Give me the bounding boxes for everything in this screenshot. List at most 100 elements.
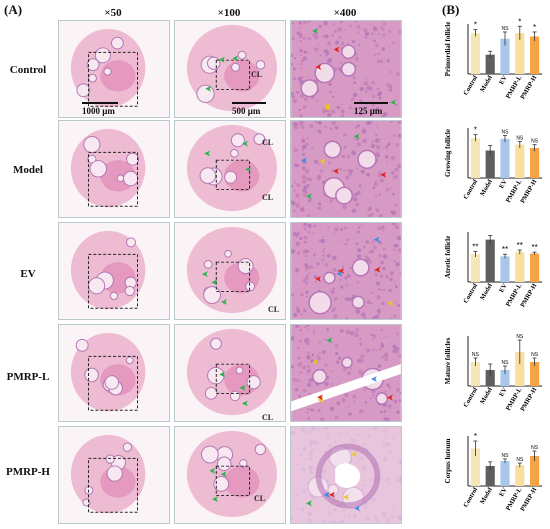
significance-label: * xyxy=(474,126,477,135)
category-tick-label: EV xyxy=(498,282,509,294)
follicle-marker-arrow xyxy=(239,384,246,391)
follicle-marker-arrow xyxy=(212,496,218,503)
follicle-marker-arrow xyxy=(242,140,248,147)
significance-label: NS xyxy=(516,457,524,463)
category-tick-label: Model xyxy=(479,74,494,93)
zoom-region-box xyxy=(215,261,251,293)
follicle-marker-arrow xyxy=(332,168,339,175)
y-axis-label: Corpus luteum xyxy=(444,438,452,483)
significance-label: NS xyxy=(472,352,480,358)
zoom-region-box xyxy=(88,355,138,411)
bar-control xyxy=(470,254,480,282)
histology-image-ev-x400 xyxy=(290,222,402,320)
category-tick-label: Control xyxy=(462,282,479,304)
histology-image-control-x50 xyxy=(58,20,170,118)
histology-image-control-x100 xyxy=(174,20,286,118)
bar-ev xyxy=(500,38,510,74)
significance-label: * xyxy=(474,21,477,30)
magnification-x100-label: ×100 xyxy=(217,7,241,19)
follicle-marker-arrow xyxy=(329,491,335,498)
category-tick-label: Model xyxy=(479,178,494,197)
follicle-marker-arrow xyxy=(353,133,360,140)
category-tick-label: Control xyxy=(462,486,479,508)
bar-model xyxy=(485,466,495,486)
scale-bar xyxy=(354,102,388,104)
category-tick-label: EV xyxy=(498,74,509,86)
y-axis-label: Atretic follicle xyxy=(444,236,452,278)
category-tick-label: Control xyxy=(462,386,479,408)
bar-chart-mature-follicles: Mature follicles NS Control Model NS EV NS PMRP… xyxy=(438,330,546,426)
histology-image-pmrp-l-x100 xyxy=(174,324,286,422)
zoom-region-box xyxy=(215,363,251,395)
follicle-marker-arrow xyxy=(324,105,331,112)
bar-pmrp-h xyxy=(530,148,540,178)
magnification-x400-label: ×400 xyxy=(333,7,357,19)
significance-label: ** xyxy=(531,243,537,252)
scale-bar xyxy=(82,102,118,104)
follicle-marker-arrow xyxy=(387,300,393,307)
y-axis-label: Primordial follicle xyxy=(444,22,452,77)
follicle-marker-arrow xyxy=(390,99,396,106)
panel-b-label: (B) xyxy=(442,2,460,17)
bar-pmrp-h xyxy=(530,253,540,282)
scale-bar-x400-label: 125 μm xyxy=(354,106,383,116)
significance-label: NS xyxy=(502,360,510,366)
significance-label: NS xyxy=(531,139,539,145)
histology-image-control-x400 xyxy=(290,20,402,118)
follicle-marker-arrow xyxy=(312,28,319,34)
bar-chart-primordial-follicle: Primordial follicle * Control Model NS EV * PMR… xyxy=(438,18,546,114)
significance-label: NS xyxy=(502,453,510,459)
significance-label: * xyxy=(474,432,477,441)
bar-control xyxy=(470,448,480,486)
bar-control xyxy=(470,138,480,178)
zoom-region-box xyxy=(88,253,138,309)
follicle-marker-arrow xyxy=(319,158,326,165)
significance-label: ** xyxy=(502,245,508,254)
panel-a-label: (A) xyxy=(4,2,23,17)
row-label-model: Model xyxy=(13,164,43,176)
follicle-marker-arrow xyxy=(374,266,381,273)
bar-control xyxy=(470,362,480,386)
magnification-x50-label: ×50 xyxy=(104,7,122,19)
follicle-marker-arrow xyxy=(305,193,312,200)
histology-image-pmrp-l-x400 xyxy=(290,324,402,422)
follicle-marker-arrow xyxy=(305,500,312,507)
follicle-marker-arrow xyxy=(220,471,227,478)
bar-pmrp-l xyxy=(515,465,525,486)
category-tick-label: Model xyxy=(479,386,494,405)
histology-image-pmrp-l-x50 xyxy=(58,324,170,422)
follicle-marker-arrow xyxy=(354,505,361,512)
y-axis-label: Mature follicles xyxy=(444,337,452,384)
bar-chart-growing-follicle: Growing follicle * Control Model NS EV NS PMRP-… xyxy=(438,122,546,218)
bar-pmrp-h xyxy=(530,36,540,74)
significance-label: * xyxy=(533,23,536,32)
follicle-marker-arrow xyxy=(219,371,226,378)
follicle-marker-arrow xyxy=(205,85,212,92)
zoom-region-box xyxy=(88,151,138,207)
follicle-marker-arrow xyxy=(333,46,340,53)
histology-image-model-x50 xyxy=(58,120,170,218)
histology-image-pmrp-h-x50 xyxy=(58,426,170,524)
bar-pmrp-l xyxy=(515,144,525,178)
y-axis-label: Growing follicle xyxy=(444,129,452,177)
follicle-marker-arrow xyxy=(312,358,319,365)
row-label-ev: EV xyxy=(20,268,36,280)
category-tick-label: Model xyxy=(479,282,494,301)
follicle-marker-arrow xyxy=(232,55,239,62)
scale-bar xyxy=(232,102,266,104)
follicle-marker-arrow xyxy=(241,400,248,407)
follicle-marker-arrow xyxy=(300,157,307,164)
scale-bar-x100-label: 500 μm xyxy=(232,106,261,116)
histology-image-pmrp-h-x100 xyxy=(174,426,286,524)
significance-label: ** xyxy=(472,242,478,251)
bar-pmrp-l xyxy=(515,33,525,74)
follicle-marker-arrow xyxy=(387,394,393,401)
scale-bar-x50-label: 1000 μm xyxy=(82,106,115,116)
significance-label: NS xyxy=(531,445,539,451)
significance-label: NS xyxy=(502,130,510,136)
zoom-region-box xyxy=(88,457,138,513)
follicle-marker-arrow xyxy=(201,271,208,278)
corpus-luteum-label: CL xyxy=(254,494,266,503)
follicle-marker-arrow xyxy=(221,299,227,305)
category-tick-label: Control xyxy=(462,178,479,200)
